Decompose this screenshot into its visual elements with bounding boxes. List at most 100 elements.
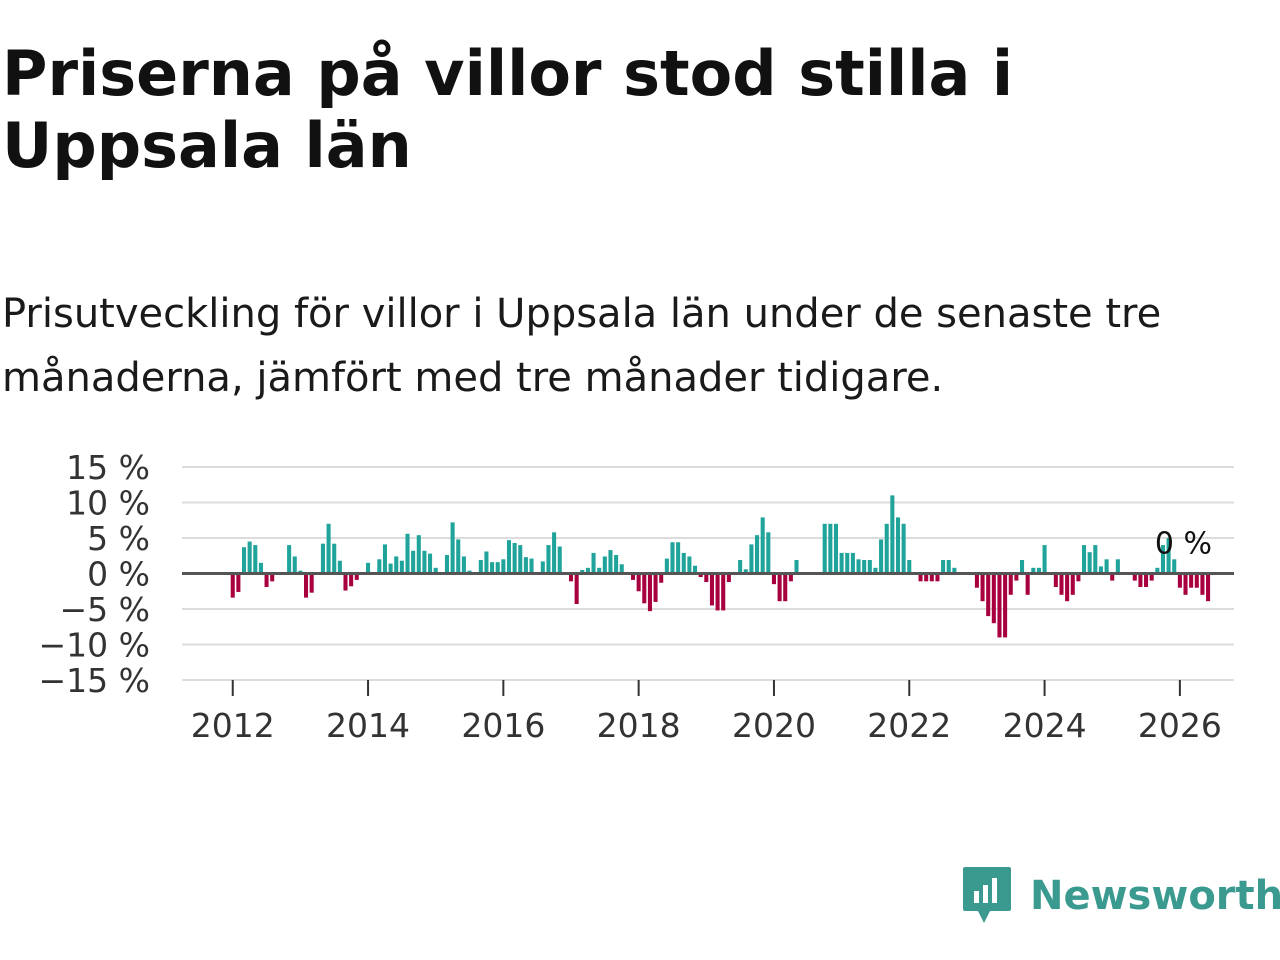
bar <box>349 573 354 587</box>
x-tick-label: 2016 <box>461 706 545 745</box>
bar <box>304 573 309 598</box>
bar <box>1036 567 1041 574</box>
bar <box>755 535 760 574</box>
bar <box>1042 545 1047 574</box>
bar <box>1053 573 1058 587</box>
bar <box>659 573 664 583</box>
bar <box>506 540 512 574</box>
bar <box>574 573 579 605</box>
bar <box>1070 573 1075 595</box>
bar <box>884 523 889 574</box>
x-tick-label: 2026 <box>1138 706 1222 745</box>
bar <box>693 565 698 574</box>
bar <box>1104 559 1109 574</box>
bar <box>1160 545 1165 574</box>
bar <box>614 555 619 574</box>
bar <box>653 573 658 602</box>
bar <box>597 567 602 574</box>
bar <box>411 550 416 574</box>
bar <box>1155 567 1160 574</box>
y-tick-label: 15 % <box>66 448 150 487</box>
bar <box>253 545 258 574</box>
bar <box>247 541 252 574</box>
bar <box>929 573 934 582</box>
bar <box>557 546 562 574</box>
bar <box>783 573 788 602</box>
bar <box>264 573 269 587</box>
bar <box>456 539 461 574</box>
chart-title: Priserna på villor stod stilla i Uppsala… <box>2 37 1014 182</box>
bar <box>1115 559 1120 574</box>
bar <box>428 553 433 574</box>
bar <box>343 573 348 591</box>
brand-name: Newsworthy <box>1030 873 1280 919</box>
bar <box>501 559 506 574</box>
bar <box>670 542 675 574</box>
bar <box>833 523 839 574</box>
last-value-label: 0 % <box>1155 527 1212 562</box>
bar <box>1082 545 1087 574</box>
bar <box>856 559 861 574</box>
bar <box>935 573 940 582</box>
y-tick-label: 0 % <box>87 555 150 594</box>
bar <box>1206 573 1211 602</box>
bar <box>546 545 551 574</box>
bar <box>1166 538 1171 574</box>
x-tick-label: 2022 <box>867 706 951 745</box>
bar <box>484 551 489 574</box>
bar <box>845 552 850 574</box>
brand-logo: Newsworthy <box>962 864 1280 928</box>
bar <box>568 573 574 582</box>
bar <box>405 533 410 574</box>
bar <box>478 560 483 574</box>
bar <box>721 573 726 611</box>
bar <box>828 523 833 574</box>
bar <box>512 542 517 574</box>
bar <box>952 567 957 574</box>
bar <box>1200 573 1205 595</box>
bar <box>771 573 776 585</box>
bar <box>664 558 669 574</box>
bar <box>366 562 371 574</box>
chart-subtitle: Prisutveckling för villor i Uppsala län … <box>2 291 1162 401</box>
bar <box>794 560 799 574</box>
bar <box>1031 567 1036 574</box>
bar <box>907 560 912 574</box>
bar <box>1076 573 1081 582</box>
bar <box>839 552 844 574</box>
bar <box>1008 573 1013 595</box>
bar <box>974 573 979 588</box>
y-tick-label: −10 % <box>39 626 151 665</box>
bar <box>766 532 771 574</box>
bar <box>552 532 557 574</box>
bar <box>630 573 636 580</box>
bar <box>1025 573 1030 595</box>
bar <box>873 567 878 574</box>
axes: 15 %10 %5 %0 %−5 %−10 %−15 %2012 2014 2016… <box>39 448 1234 745</box>
bar <box>332 543 337 574</box>
bar <box>258 562 263 574</box>
y-tick-label: 5 % <box>87 519 150 558</box>
bar <box>788 573 793 582</box>
bar <box>681 552 686 574</box>
bar-chart: 15 %10 %5 %0 %−5 %−10 %−15 %2012 2014 2016… <box>39 448 1234 745</box>
bar <box>1189 573 1194 588</box>
bar <box>326 523 331 574</box>
bar <box>850 552 855 574</box>
bar <box>1172 559 1177 574</box>
y-tick-label: −15 % <box>39 661 151 700</box>
bar-series <box>230 495 1211 638</box>
bar <box>941 560 946 574</box>
bar <box>591 552 596 574</box>
bar <box>698 573 703 578</box>
bar <box>777 573 782 602</box>
bar <box>726 573 731 583</box>
bar <box>738 560 743 574</box>
bar <box>676 542 681 574</box>
bar <box>382 544 387 574</box>
bar <box>879 539 884 574</box>
bar <box>495 562 500 574</box>
bar <box>1003 573 1008 638</box>
bar <box>946 560 951 574</box>
bar <box>997 573 1002 638</box>
